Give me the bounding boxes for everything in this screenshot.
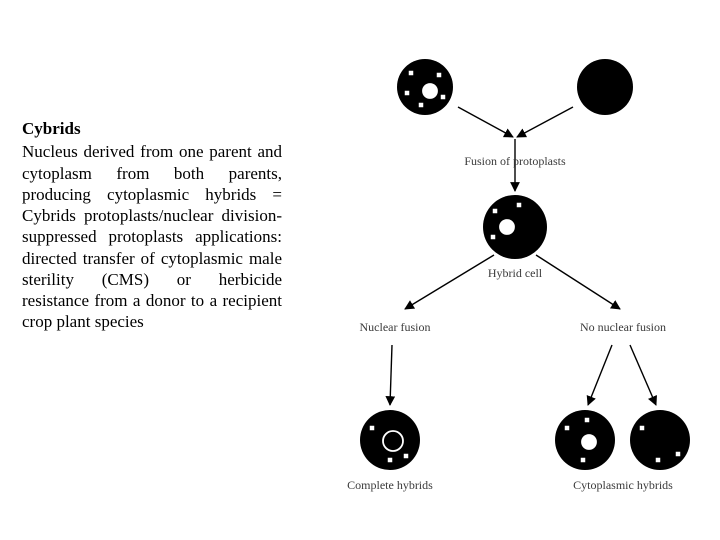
cell-completeHybrid <box>360 410 420 470</box>
arrow-parentA_parentB <box>458 107 513 137</box>
organelle-icon <box>584 417 590 423</box>
organelle-icon <box>600 451 606 457</box>
node-layer <box>360 59 690 470</box>
organelle-icon <box>675 451 681 457</box>
label-nofusion: No nuclear fusion <box>580 320 666 334</box>
arrow-right_downB <box>630 345 656 405</box>
organelle-icon <box>588 96 594 102</box>
nucleus-icon <box>422 83 439 100</box>
organelle-icon <box>532 210 538 216</box>
arrow-hybrid_left <box>405 255 494 309</box>
organelle-icon <box>580 457 586 463</box>
organelle-icon <box>639 449 645 455</box>
cell-hybridCell <box>483 195 547 259</box>
organelle-icon <box>404 90 410 96</box>
nucleus-icon <box>601 81 618 98</box>
cell-cytoHybridA <box>555 410 615 470</box>
organelle-icon <box>369 425 375 431</box>
organelle-icon <box>614 100 620 106</box>
arrow-parentB_parentA <box>517 107 573 137</box>
organelle-icon <box>586 74 592 80</box>
organelle-icon <box>436 72 442 78</box>
organelle-icon <box>639 425 645 431</box>
label-hybrid: Hybrid cell <box>488 266 543 280</box>
organelle-icon <box>405 425 411 431</box>
organelle-icon <box>492 208 498 214</box>
cell-parentB <box>577 59 633 115</box>
cybrid-text-block: Cybrids Nucleus derived from one parent … <box>22 118 282 333</box>
nucleus-icon <box>385 433 402 450</box>
arrow-left_down <box>390 345 392 405</box>
organelle-icon <box>490 234 496 240</box>
organelle-icon <box>655 457 661 463</box>
label-cytoplasm: Cytoplasmic hybrids <box>573 478 673 492</box>
organelle-icon <box>508 244 514 250</box>
organelle-icon <box>534 236 540 242</box>
cell-parentA <box>397 59 453 115</box>
organelle-icon <box>387 457 393 463</box>
organelle-icon <box>418 102 424 108</box>
nucleus-icon <box>499 219 516 236</box>
body-paragraph: Nucleus derived from one parent and cyto… <box>22 141 282 332</box>
organelle-icon <box>675 427 681 433</box>
nucleus-icon <box>516 220 533 237</box>
organelle-icon <box>440 94 446 100</box>
organelle-icon <box>564 425 570 431</box>
organelle-icon <box>619 76 625 82</box>
cell-cytoHybridB <box>630 410 690 470</box>
organelle-icon <box>516 202 522 208</box>
diagram-svg: Fusion of protoplasts Hybrid cell Nuclear … <box>330 55 700 510</box>
organelle-icon <box>403 453 409 459</box>
cybrid-flow-diagram: Fusion of protoplasts Hybrid cell Nuclear … <box>330 55 700 510</box>
organelle-icon <box>387 417 393 423</box>
arrow-right_downA <box>588 345 612 405</box>
label-complete: Complete hybrids <box>347 478 433 492</box>
heading: Cybrids <box>22 118 282 139</box>
arrow-hybrid_right <box>536 255 620 309</box>
nucleus-icon <box>656 434 673 451</box>
nucleus-icon <box>581 434 598 451</box>
organelle-icon <box>564 449 570 455</box>
label-fusion: Fusion of protoplasts <box>464 154 566 168</box>
label-nuclear: Nuclear fusion <box>360 320 431 334</box>
organelle-icon <box>408 70 414 76</box>
organelle-icon <box>371 451 377 457</box>
organelle-icon <box>659 417 665 423</box>
organelle-icon <box>600 427 606 433</box>
